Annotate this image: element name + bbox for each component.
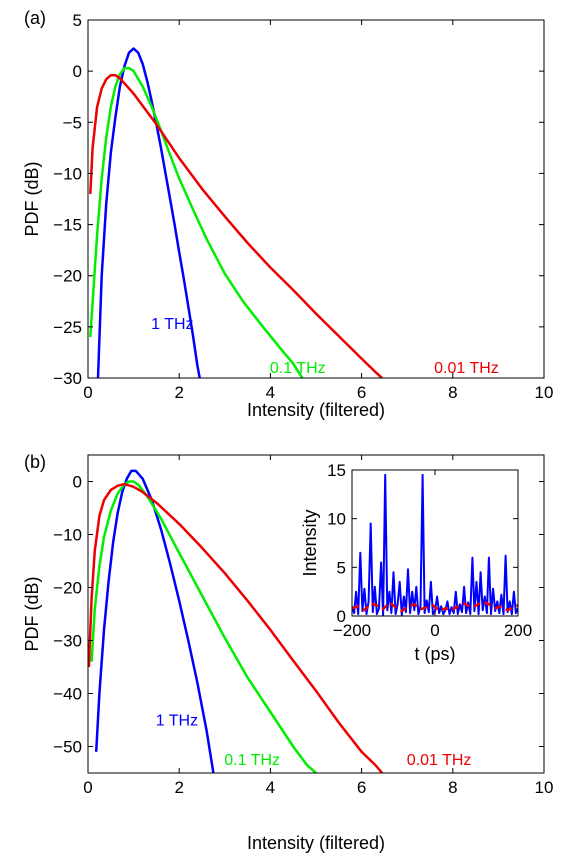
panel-a-series-line-2 [89, 73, 383, 378]
panel-a-series [89, 47, 383, 378]
inset-xtick-label: 200 [504, 621, 532, 640]
panel-b-annotations: 1 THz 0.1 THz 0.01 THz [156, 712, 472, 769]
panel-a-letter: (a) [24, 8, 46, 28]
panel-b-xtick-label: 6 [357, 778, 366, 797]
inset-ylabel: Intensity [300, 509, 320, 576]
panel-a-ytick-label: −25 [53, 318, 82, 337]
panel-b-axes-box [87, 454, 545, 774]
panel-b-ytick-label: 0 [73, 473, 82, 492]
panel-a-xtick-label: 0 [83, 383, 92, 402]
panel-b-xlabel: Intensity (filtered) [247, 833, 385, 853]
panel-a-ytick-label: 5 [73, 11, 82, 30]
panel-b-series-line-0 [94, 469, 215, 773]
panel-a: (a) 0 2 4 6 8 10 5 0 −5 −10 −15 −20 −25 −30 1 THz 0.1 … [22, 8, 553, 420]
panel-b-annotation: 0.01 THz [407, 752, 472, 769]
inset-ytick-label: 15 [327, 461, 346, 480]
inset-xtick-label: −200 [333, 621, 371, 640]
panel-b-ytick-label: −50 [53, 738, 82, 757]
panel-a-ytick-label: −5 [63, 113, 82, 132]
panel-a-series-line-1 [89, 66, 304, 378]
panel-a-xtick-label: 8 [448, 383, 457, 402]
panel-b-xtick-label: 2 [174, 778, 183, 797]
panel-b-xtick-label: 0 [83, 778, 92, 797]
panel-b-annotation: 0.1 THz [224, 752, 280, 769]
inset-xlabel: t (ps) [414, 644, 455, 664]
panel-b-ytick-label: −30 [53, 632, 82, 651]
panel-a-ylabel: PDF (dB) [22, 161, 42, 236]
inset-xtick-label: 0 [430, 621, 439, 640]
panel-a-xtick-label: 4 [266, 383, 275, 402]
inset-ytick-label: 5 [337, 558, 346, 577]
inset-ytick-label: 0 [337, 607, 346, 626]
panel-b-ytick-label: −10 [53, 526, 82, 545]
inset-series-line-1 [352, 600, 518, 613]
panel-b-series-line-2 [88, 482, 384, 773]
panel-a-annotation: 0.1 THz [270, 360, 326, 377]
panel-b-ytick-label: −40 [53, 685, 82, 704]
panel-a-xtick-label: 6 [357, 383, 366, 402]
panel-a-ytick-label: −10 [53, 164, 82, 183]
panel-b-ytick-label: −20 [53, 579, 82, 598]
panel-b-xtick-label: 4 [266, 778, 275, 797]
panel-a-ytick-label: −20 [53, 267, 82, 286]
panel-b-series [88, 469, 384, 773]
panel-b-ticks: 0 2 4 6 8 10 0 −10 −20 −30 −40 −50 [53, 455, 553, 797]
panel-a-xtick-label: 10 [535, 383, 554, 402]
panel-a-ytick-label: −15 [53, 216, 82, 235]
panel-a-series-line-0 [96, 47, 201, 378]
panel-a-ytick-label: −30 [53, 369, 82, 388]
panel-b-ylabel: PDF (dB) [22, 576, 42, 651]
panel-a-axes-box [87, 19, 545, 379]
panel-b-xtick-label: 8 [448, 778, 457, 797]
panel-b-series-line-1 [90, 480, 317, 773]
panel-b: (b) 0 2 4 6 8 10 0 −10 −20 −30 −40 −50 1 THz 0.1 THz… [22, 452, 553, 853]
panel-a-xtick-label: 2 [174, 383, 183, 402]
panel-a-xlabel: Intensity (filtered) [247, 400, 385, 420]
inset-ytick-label: 10 [327, 510, 346, 529]
panel-b-letter: (b) [24, 452, 46, 472]
panel-a-annotation: 0.01 THz [434, 360, 499, 377]
panel-a-annotations: 1 THz 0.1 THz 0.01 THz [151, 316, 499, 377]
panel-a-annotation: 1 THz [151, 316, 193, 333]
panel-a-ytick-label: 0 [73, 62, 82, 81]
panel-b-xtick-label: 10 [535, 778, 554, 797]
panel-b-annotation: 1 THz [156, 712, 198, 729]
panel-a-ticks: 0 2 4 6 8 10 5 0 −5 −10 −15 −20 −25 −30 [53, 11, 553, 402]
